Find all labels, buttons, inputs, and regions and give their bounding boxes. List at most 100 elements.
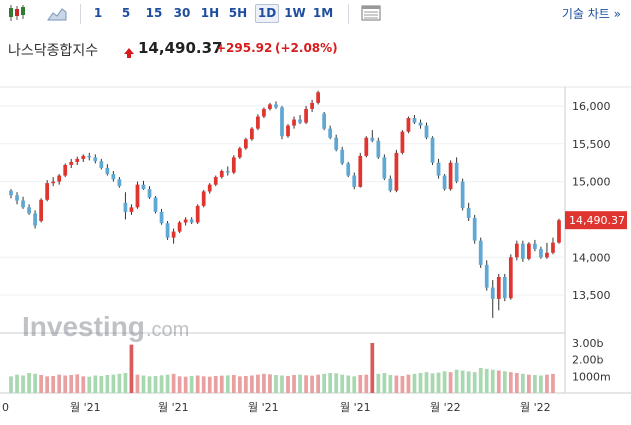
candle-body <box>316 92 320 103</box>
candle-body <box>527 243 531 259</box>
volume-bar <box>496 370 501 393</box>
candle-body <box>250 128 254 140</box>
volume-bar <box>99 376 104 393</box>
candle-body <box>135 184 140 208</box>
volume-bar <box>346 375 351 393</box>
volume-bar <box>418 373 423 393</box>
candle-body <box>177 222 182 232</box>
candle-body <box>539 248 543 258</box>
candle-body <box>153 197 158 212</box>
candle-body <box>388 178 393 191</box>
candle-body <box>472 217 477 241</box>
volume-bars <box>9 343 555 393</box>
candle-body <box>298 119 302 123</box>
volume-bar <box>33 373 37 393</box>
volume-bar <box>93 375 98 393</box>
volume-bar <box>502 371 507 393</box>
interval-button-1m[interactable]: 1M <box>312 6 334 20</box>
date-tick-label: 월 '22 <box>430 401 461 414</box>
candle-body <box>45 183 50 200</box>
candle-body <box>147 189 152 198</box>
volume-bar <box>448 372 453 393</box>
volume-bar <box>117 373 122 393</box>
last-price-marker: 14,490.37 <box>565 211 627 230</box>
candle-body <box>9 190 13 196</box>
volume-bar <box>159 375 164 393</box>
candle-body <box>105 167 110 175</box>
candle-body <box>111 174 116 180</box>
volume-bar <box>63 375 68 393</box>
candle-body <box>514 243 519 258</box>
candle-body <box>201 191 206 206</box>
volume-bar <box>364 374 369 393</box>
interval-button-5[interactable]: 5 <box>121 6 131 20</box>
volume-bar <box>551 373 555 393</box>
volume-bar <box>189 376 194 393</box>
volume-bar <box>298 374 302 393</box>
technical-chart-link[interactable]: 기술 차트 » <box>561 7 621 21</box>
interval-button-1w[interactable]: 1W <box>284 6 306 20</box>
volume-bar <box>219 375 224 393</box>
price-tick-label: 13,500 <box>572 289 611 302</box>
volume-bar <box>514 373 519 393</box>
area-chart-icon[interactable] <box>46 3 68 23</box>
date-tick-label: 월 '21 <box>70 401 101 414</box>
candle-body <box>33 213 37 226</box>
volume-bar <box>123 373 128 393</box>
candle-body <box>382 157 387 179</box>
candle-body <box>334 137 339 150</box>
interval-button-1[interactable]: 1 <box>93 6 103 20</box>
candle-body <box>520 243 525 259</box>
interval-button-1h[interactable]: 1H <box>200 6 220 20</box>
volume-tick-label: 3.00b <box>572 337 603 350</box>
data-table-icon[interactable] <box>360 3 382 23</box>
investing-watermark: Investing .com <box>22 311 189 342</box>
volume-bar <box>111 374 116 393</box>
interval-button-15[interactable]: 15 <box>145 6 163 20</box>
last-price: 14,490.37 <box>138 39 223 57</box>
candle-body <box>460 181 465 209</box>
volume-bar <box>231 375 236 393</box>
volume-bar <box>358 375 363 393</box>
volume-bar <box>207 376 212 393</box>
candle-body <box>213 177 218 185</box>
up-arrow-icon <box>124 43 134 62</box>
interval-button-30[interactable]: 30 <box>173 6 191 20</box>
candlestick-chart-icon[interactable] <box>6 3 28 23</box>
last-price-box <box>565 211 627 230</box>
volume-bar <box>527 374 531 393</box>
volume-bar <box>195 375 200 393</box>
volume-bar <box>237 376 242 393</box>
candle-body <box>165 223 170 238</box>
volume-bar <box>382 373 387 393</box>
date-tick-label: 월 '21 <box>340 401 371 414</box>
volume-bar <box>520 373 525 393</box>
volume-bar <box>340 374 345 393</box>
candle-body <box>207 184 212 192</box>
candle-body <box>430 137 435 163</box>
candle-body <box>424 125 429 138</box>
volume-bar <box>147 376 152 393</box>
toolbar-separator <box>348 4 349 24</box>
volume-bar <box>442 371 447 393</box>
candle-body <box>219 171 224 178</box>
candle-body <box>496 276 501 299</box>
candle-body <box>394 152 399 191</box>
volume-bar <box>51 376 56 393</box>
volume-bar <box>274 375 278 393</box>
interval-button-1d[interactable]: 1D <box>255 4 279 23</box>
candle-body <box>442 175 447 190</box>
interval-button-5h[interactable]: 5H <box>228 6 248 20</box>
candle-body <box>557 220 561 243</box>
chart-toolbar: 1 5 15 30 1H 5H 1D 1W 1M 기술 차트 » <box>0 0 631 28</box>
volume-bar <box>45 376 50 393</box>
volume-bar <box>21 375 25 393</box>
candle-body <box>364 137 369 156</box>
volume-bar <box>436 372 441 393</box>
volume-bar <box>490 369 495 393</box>
candle-body <box>21 200 25 208</box>
volume-bar <box>105 375 110 393</box>
volume-bar <box>9 376 13 393</box>
volume-bar <box>406 374 411 393</box>
